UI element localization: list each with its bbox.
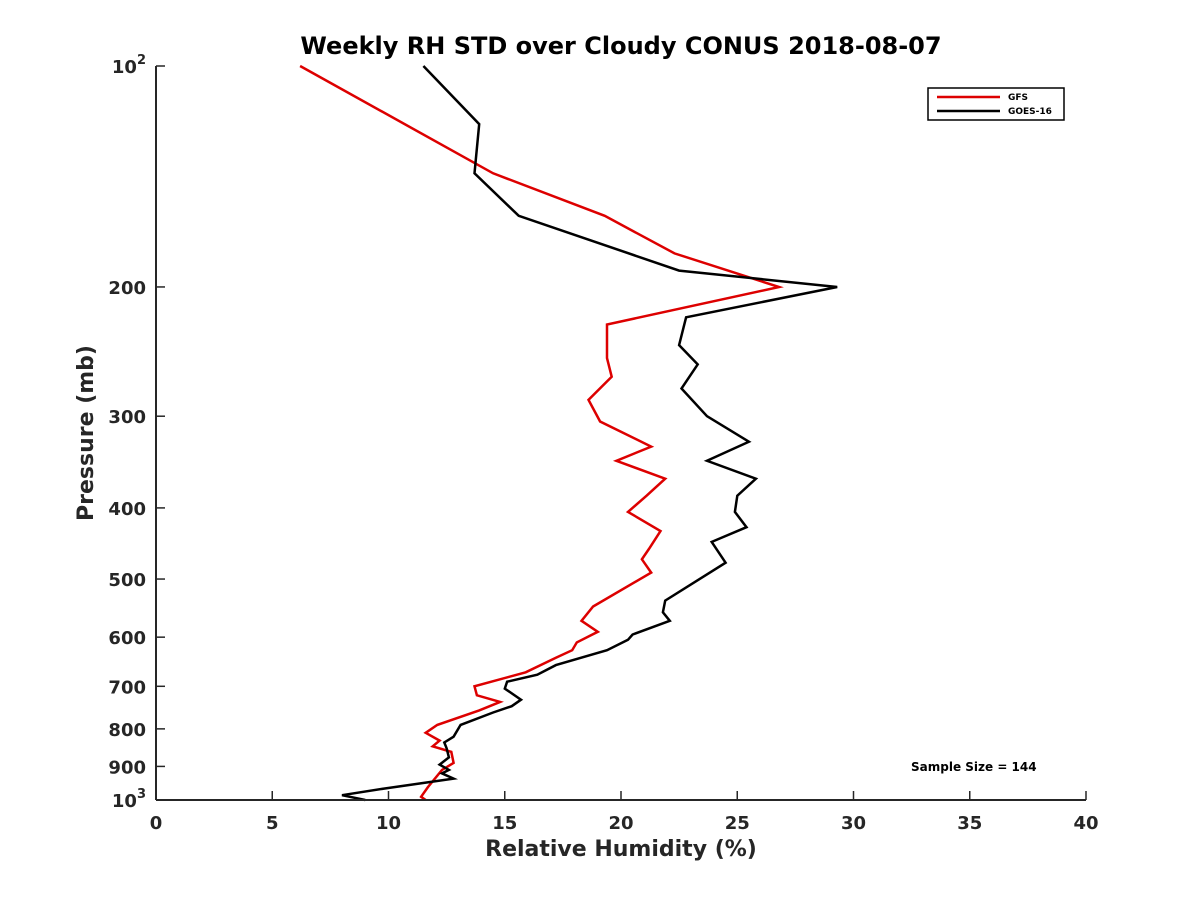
x-axis-label: Relative Humidity (%) [485, 837, 757, 862]
y-tick-label: 200 [108, 278, 146, 299]
series-layer [299, 64, 838, 802]
series-line-gfs [299, 64, 784, 802]
x-tick-label: 35 [957, 813, 982, 834]
x-tick-label: 40 [1073, 813, 1098, 834]
y-tick-label: 800 [108, 720, 146, 741]
x-tick-label: 15 [492, 813, 517, 834]
y-tick-label: 300 [108, 407, 146, 428]
x-tick-label: 20 [608, 813, 633, 834]
legend-label-goes16: GOES-16 [1008, 107, 1052, 117]
y-tick-label: 103 [112, 787, 146, 812]
x-tick-label: 0 [150, 813, 163, 834]
y-axis-label: Pressure (mb) [74, 345, 99, 521]
x-tick-label: 30 [841, 813, 866, 834]
y-tick-label: 102 [112, 53, 146, 78]
legend: GFS GOES-16 [927, 87, 1065, 121]
y-axis-ticks: 102 200 300 400 500 600 700 800 900 103 [108, 53, 165, 812]
x-tick-label: 5 [266, 813, 279, 834]
chart-title: Weekly RH STD over Cloudy CONUS 2018-08-… [300, 32, 941, 60]
x-axis-ticks: 0 5 10 15 20 25 30 35 40 [150, 791, 1099, 834]
y-tick-label: 600 [108, 628, 146, 649]
series-line-goes16 [341, 65, 838, 802]
plot-area: 0 5 10 15 20 25 30 35 40 102 200 300 400 500 600 700 80… [108, 53, 1098, 834]
y-tick-label: 500 [108, 570, 146, 591]
x-tick-label: 25 [725, 813, 750, 834]
legend-label-gfs: GFS [1008, 93, 1028, 103]
y-tick-label: 900 [108, 757, 146, 778]
sample-size-annotation: Sample Size = 144 [911, 760, 1037, 774]
legend-box [927, 87, 1065, 121]
y-tick-label: 700 [108, 677, 146, 698]
y-tick-label: 400 [108, 499, 146, 520]
x-tick-label: 10 [376, 813, 401, 834]
